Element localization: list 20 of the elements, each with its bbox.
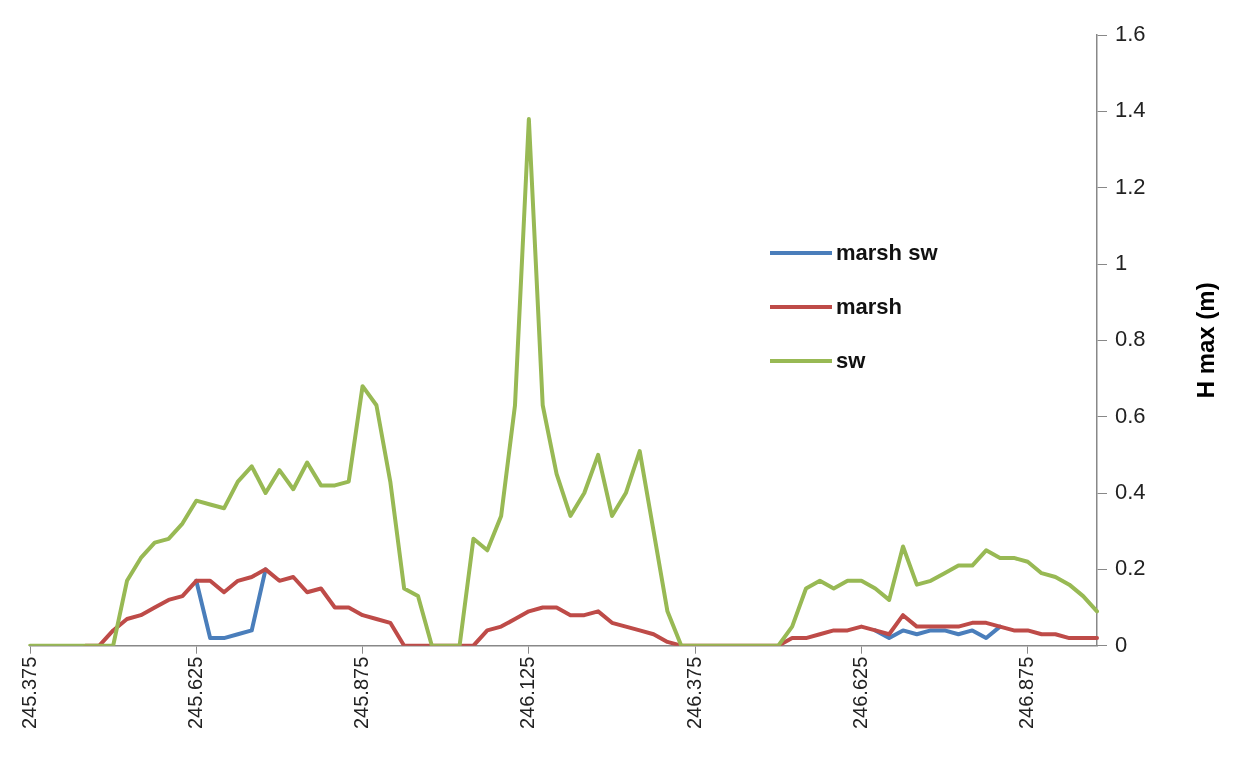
- x-tick-label: 245.875: [350, 656, 373, 729]
- y-tick-label: 1.4: [1115, 97, 1146, 123]
- legend-label: marsh: [836, 294, 903, 320]
- x-tick-label: 246.125: [516, 656, 539, 729]
- legend-label: marsh sw: [836, 240, 938, 266]
- x-tick-label: 245.375: [17, 656, 40, 729]
- y-axis-title: H max (m): [1191, 282, 1219, 399]
- y-tick-label: 0.8: [1115, 326, 1146, 352]
- y-tick-label: 1: [1115, 250, 1128, 276]
- y-tick-label: 0.2: [1115, 555, 1146, 581]
- y-tick-label: 0: [1115, 631, 1128, 657]
- y-tick-label: 0.6: [1115, 402, 1146, 428]
- x-tick-label: 246.375: [682, 656, 705, 729]
- x-tick-label: 246.625: [848, 656, 871, 729]
- y-tick-label: 0.4: [1115, 479, 1146, 505]
- legend-label: sw: [836, 348, 866, 374]
- y-tick-label: 1.6: [1115, 21, 1146, 47]
- x-tick-label: 246.875: [1015, 656, 1038, 729]
- x-tick-label: 245.625: [183, 656, 206, 729]
- y-tick-label: 1.2: [1115, 173, 1146, 199]
